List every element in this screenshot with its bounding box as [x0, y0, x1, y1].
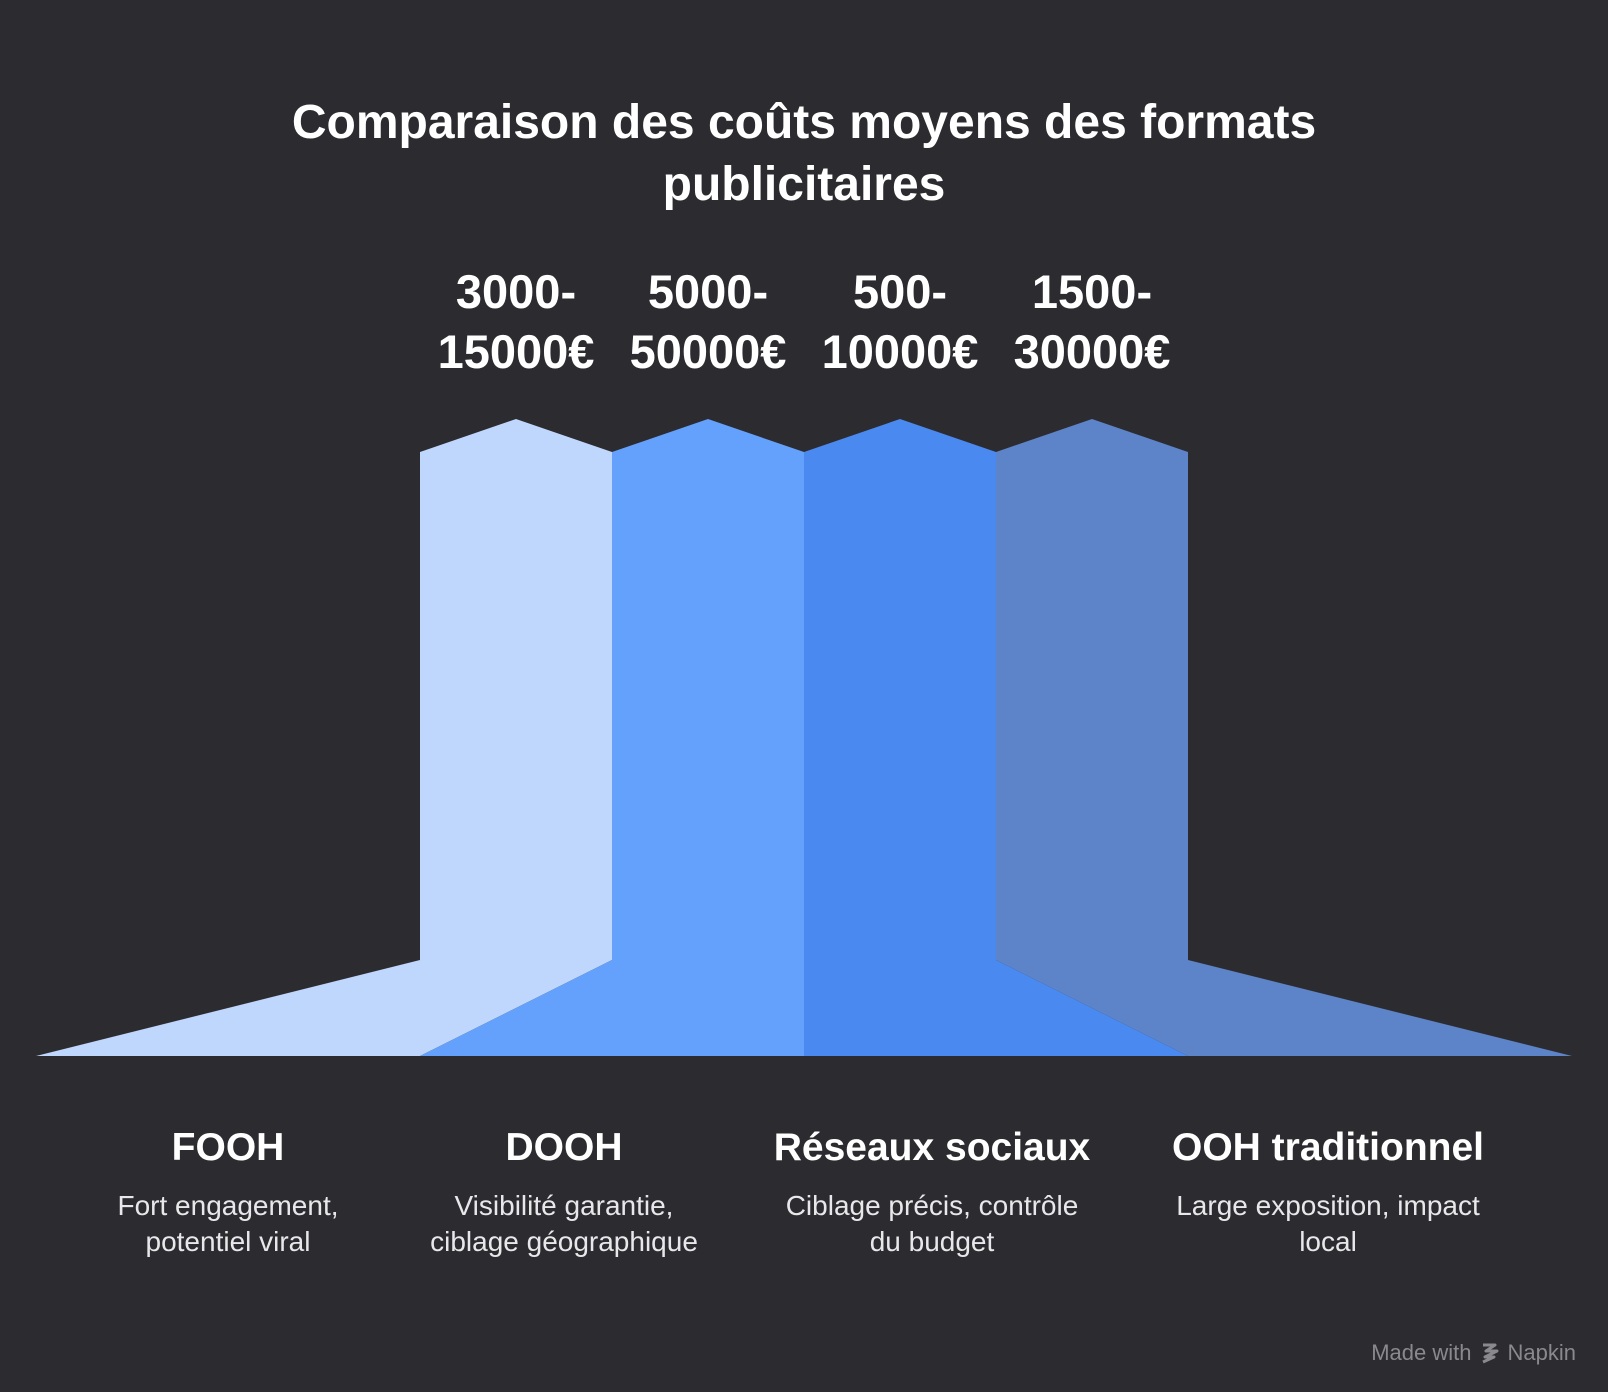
price-reseaux-line-1: 500- — [852, 265, 948, 318]
category-dooh-name: DOOH — [505, 1126, 623, 1169]
category-fooh-desc-line-1: Fort engagement, — [117, 1190, 339, 1221]
price-ooh-line-2: 30000€ — [1013, 325, 1171, 378]
price-dooh-line-1: 5000- — [647, 265, 769, 318]
category-fooh-description: Fort engagement, potentiel viral — [38, 1188, 418, 1260]
cost-comparison-shape — [36, 419, 1572, 1056]
category-fooh-name: FOOH — [171, 1126, 285, 1169]
price-dooh: 5000- 50000€ — [608, 262, 808, 382]
segment-fooh — [36, 419, 612, 1056]
category-reseaux-desc-line-2: du budget — [869, 1226, 995, 1257]
category-reseaux-name: Réseaux sociaux — [773, 1126, 1091, 1169]
category-dooh-desc-line-2: ciblage géographique — [430, 1226, 698, 1257]
category-ooh: OOH traditionnel Large exposition, impac… — [1138, 1124, 1518, 1260]
category-reseaux: Réseaux sociaux Ciblage précis, contrôle… — [742, 1124, 1122, 1260]
made-with-label: Made with — [1371, 1340, 1472, 1365]
category-reseaux-desc-line-1: Ciblage précis, contrôle — [785, 1190, 1079, 1221]
title-line-2: publicitaires — [662, 158, 946, 211]
price-fooh-line-1: 3000- — [455, 265, 577, 318]
price-ooh: 1500- 30000€ — [992, 262, 1192, 382]
price-ooh-line-1: 1500- — [1031, 265, 1153, 318]
category-ooh-desc-line-2: local — [1299, 1226, 1357, 1257]
category-dooh-desc-line-1: Visibilité garantie, — [454, 1190, 674, 1221]
category-fooh-desc-line-2: potentiel viral — [145, 1226, 311, 1257]
price-reseaux-line-2: 10000€ — [821, 325, 979, 378]
category-dooh-description: Visibilité garantie, ciblage géographiqu… — [374, 1188, 754, 1260]
category-ooh-desc-line-1: Large exposition, impact — [1176, 1190, 1480, 1221]
category-dooh: DOOH Visibilité garantie, ciblage géogra… — [374, 1124, 754, 1260]
category-fooh: FOOH Fort engagement, potentiel viral — [38, 1124, 418, 1260]
page-title: Comparaison des coûts moyens des formats… — [0, 92, 1608, 216]
category-ooh-name: OOH traditionnel — [1172, 1126, 1484, 1169]
category-reseaux-description: Ciblage précis, contrôle du budget — [742, 1188, 1122, 1260]
made-with-napkin-badge[interactable]: Made with Napkin — [1371, 1340, 1576, 1366]
segment-ooh — [996, 419, 1572, 1056]
price-reseaux: 500- 10000€ — [800, 262, 1000, 382]
title-line-1: Comparaison des coûts moyens des formats — [291, 96, 1317, 149]
segment-dooh — [420, 419, 804, 1056]
price-fooh-line-2: 15000€ — [437, 325, 595, 378]
price-fooh: 3000- 15000€ — [416, 262, 616, 382]
napkin-brand-label: Napkin — [1507, 1340, 1576, 1365]
category-ooh-description: Large exposition, impact local — [1138, 1188, 1518, 1260]
price-dooh-line-2: 50000€ — [629, 325, 787, 378]
napkin-logo-icon — [1480, 1342, 1500, 1364]
